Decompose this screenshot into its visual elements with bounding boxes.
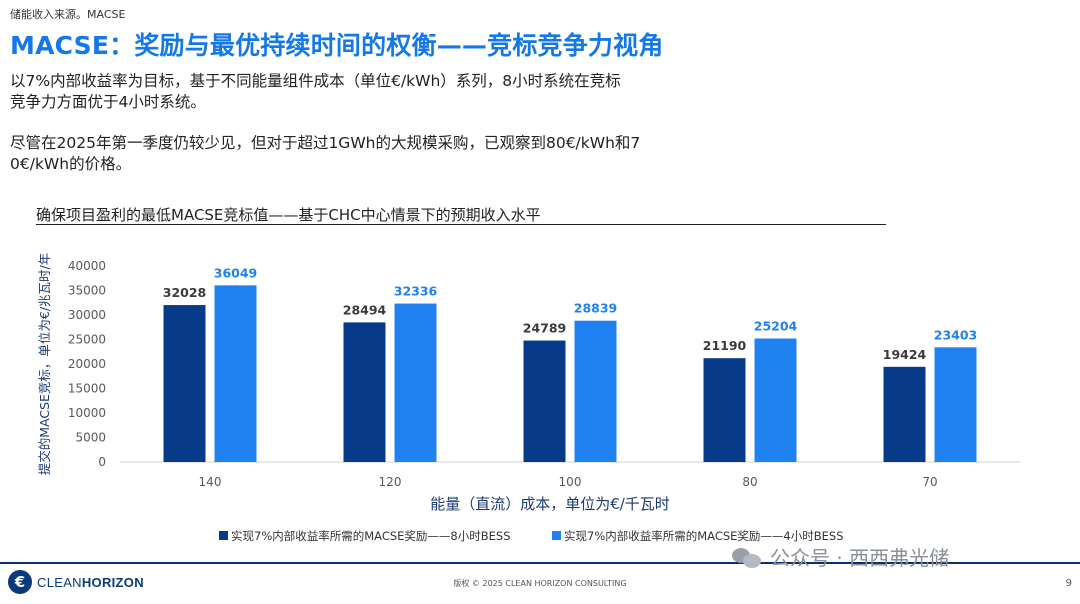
logo-horizon: HORIZON xyxy=(81,574,144,590)
data-label: 25204 xyxy=(754,319,798,334)
data-label: 21190 xyxy=(703,338,747,353)
legend-label: 实现7%内部收益率所需的MACSE奖励——8小时BESS xyxy=(231,529,511,543)
watermark-text: 公众号 · 西西弗光储 xyxy=(770,546,950,570)
bar-8h xyxy=(523,340,566,462)
y-tick-label: 15000 xyxy=(68,382,106,396)
intro-line-2: 竞争力方面优于4小时系统。 xyxy=(10,93,206,111)
breadcrumb: 储能收入来源。MACSE xyxy=(10,8,126,21)
data-label: 23403 xyxy=(934,327,978,342)
x-tick-label: 100 xyxy=(559,475,582,489)
legend-swatch xyxy=(552,531,561,540)
data-label: 19424 xyxy=(883,347,927,362)
wechat-watermark: 公众号 · 西西弗光储 xyxy=(732,542,949,571)
legend-label: 实现7%内部收益率所需的MACSE奖励——4小时BESS xyxy=(564,529,844,543)
data-label: 32336 xyxy=(394,284,438,299)
y-tick-label: 25000 xyxy=(68,333,106,347)
data-label: 28494 xyxy=(343,302,387,317)
bar-4h xyxy=(934,347,977,462)
note-line-2: 0€/kWh的价格。 xyxy=(10,155,132,173)
bar-chart: 0 5000 10000 15000 20000 25000 30000 35000 40000… xyxy=(37,253,1020,543)
bar-4h xyxy=(394,303,437,462)
wechat-icon xyxy=(732,546,762,568)
y-tick-label: 30000 xyxy=(68,308,106,322)
y-axis-title: 提交的MACSE竞标，单位为€/兆瓦时/年 xyxy=(37,253,52,476)
logo-wordmark: CLEANHORIZON xyxy=(37,575,144,590)
bar-8h xyxy=(883,366,926,462)
intro-line-1: 以7%内部收益率为目标，基于不同能量组件成本（单位€/kWh）系列，8小时系统在… xyxy=(10,72,621,90)
page-title: MACSE：奖励与最优持续时间的权衡——竞标竞争力视角 xyxy=(10,31,664,60)
y-tick-label: 10000 xyxy=(68,406,106,420)
x-tick-label: 120 xyxy=(379,475,402,489)
bar-8h xyxy=(343,322,386,462)
y-tick-label: 0 xyxy=(98,455,106,469)
note-paragraph: 尽管在2025年第一季度仍较少见，但对于超过1GWh的大规模采购，已观察到80€… xyxy=(10,133,700,175)
logo-clean: CLEAN xyxy=(37,574,82,590)
euro-logo-icon: € xyxy=(8,570,32,594)
y-tick-label: 20000 xyxy=(68,357,106,371)
y-tick-label: 5000 xyxy=(75,431,106,445)
data-label: 28839 xyxy=(574,301,618,316)
footer-divider xyxy=(0,562,1080,564)
bar-8h xyxy=(163,305,206,462)
y-tick-label: 40000 xyxy=(68,259,106,273)
clean-horizon-logo: € CLEANHORIZON xyxy=(8,570,144,594)
legend-swatch xyxy=(219,531,228,540)
chart-title: 确保项目盈利的最低MACSE竞标值——基于CHC中心情景下的预期收入水平 xyxy=(36,206,541,224)
data-label: 24789 xyxy=(523,321,567,336)
bar-4h xyxy=(754,338,797,462)
note-line-1: 尽管在2025年第一季度仍较少见，但对于超过1GWh的大规模采购，已观察到80€… xyxy=(10,134,641,152)
copyright-text: 版权 © 2025 CLEAN HORIZON CONSULTING xyxy=(453,579,627,588)
data-label: 36049 xyxy=(214,265,258,280)
bar-4h xyxy=(574,320,617,462)
bar-8h xyxy=(703,358,746,462)
x-tick-label: 140 xyxy=(199,475,222,489)
bar-4h xyxy=(214,285,257,462)
x-tick-label: 70 xyxy=(922,475,937,489)
page-number: 9 xyxy=(1065,578,1072,589)
x-tick-label: 80 xyxy=(742,475,757,489)
chart-title-underline xyxy=(36,224,886,225)
y-tick-label: 35000 xyxy=(68,284,106,298)
x-axis-title: 能量（直流）成本，单位为€/千瓦时 xyxy=(430,495,670,513)
data-label: 32028 xyxy=(163,285,207,300)
intro-paragraph: 以7%内部收益率为目标，基于不同能量组件成本（单位€/kWh）系列，8小时系统在… xyxy=(10,71,700,113)
